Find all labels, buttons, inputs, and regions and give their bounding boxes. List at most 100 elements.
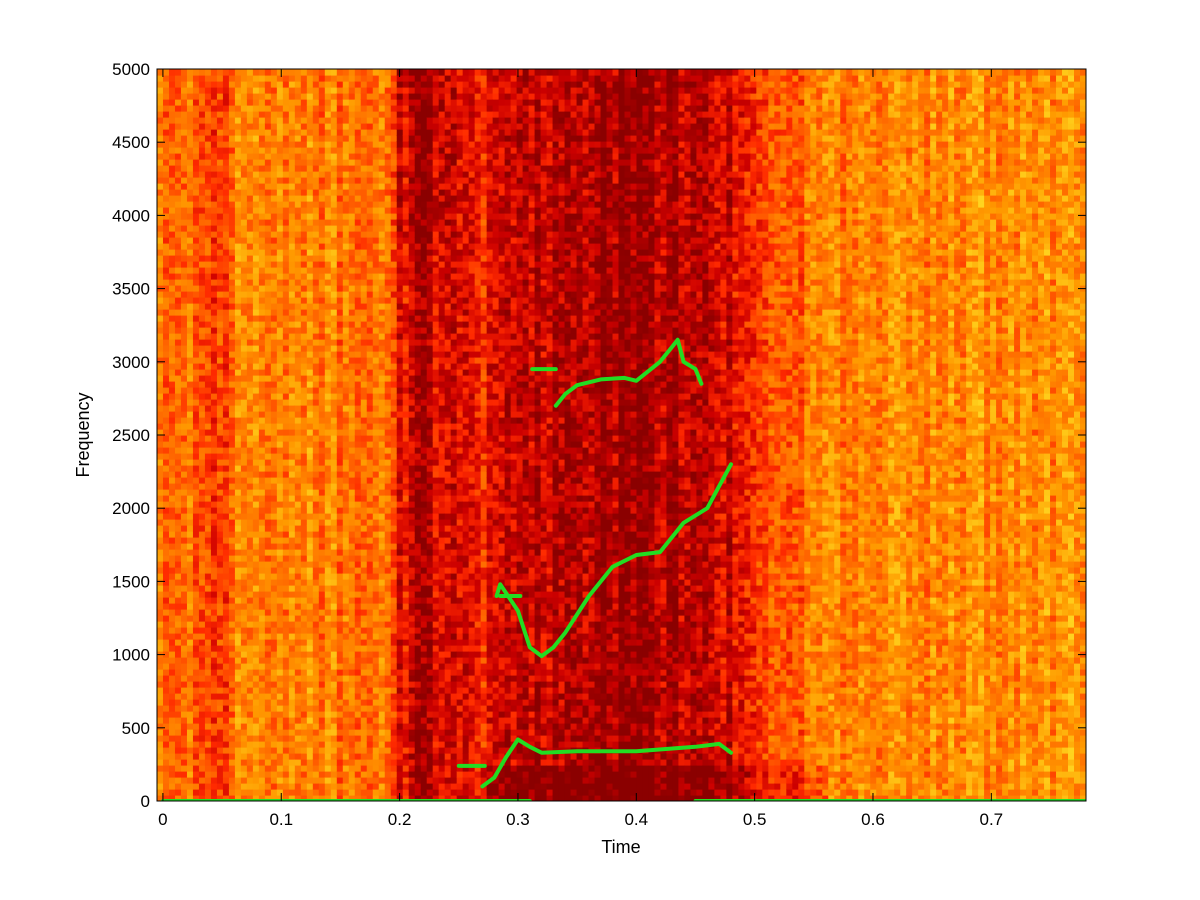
heatmap-cell [205,243,212,250]
heatmap-cell [259,129,266,136]
heatmap-cell [241,225,248,232]
heatmap-cell [157,339,164,346]
heatmap-cell [241,681,248,688]
heatmap-cell [235,417,242,424]
heatmap-cell [313,681,320,688]
heatmap-cell [313,189,320,196]
heatmap-cell [355,501,362,508]
heatmap-cell [319,741,326,748]
heatmap-cell [193,201,200,208]
heatmap-cell [175,135,182,142]
heatmap-cell [259,519,266,526]
heatmap-cell [343,207,350,214]
heatmap-cell [379,243,386,250]
heatmap-cell [169,747,176,754]
heatmap-cell [247,759,254,766]
heatmap-cell [199,507,206,514]
heatmap-cell [325,591,332,598]
heatmap-cell [301,627,308,634]
heatmap-cell [343,513,350,520]
heatmap-cell [199,213,206,220]
heatmap-cell [157,159,164,166]
heatmap-cell [199,429,206,436]
heatmap-cell [355,621,362,628]
heatmap-cell [331,189,338,196]
heatmap-cell [157,705,164,712]
heatmap-cell [343,627,350,634]
heatmap-cell [211,537,218,544]
heatmap-cell [205,297,212,304]
heatmap-cell [163,777,170,784]
heatmap-cell [157,111,164,118]
heatmap-cell [379,441,386,448]
heatmap-cell [355,369,362,376]
heatmap-cell [391,543,398,550]
heatmap-cell [223,357,230,364]
heatmap-cell [205,369,212,376]
heatmap-cell [289,297,296,304]
heatmap-cell [235,225,242,232]
heatmap-cell [349,465,356,472]
heatmap-cell [211,639,218,646]
heatmap-cell [259,243,266,250]
heatmap-cell [307,537,314,544]
heatmap-cell [361,243,368,250]
heatmap-cell [343,423,350,430]
heatmap-cell [361,153,368,160]
heatmap-cell [349,351,356,358]
heatmap-cell [247,615,254,622]
heatmap-cell [343,663,350,670]
heatmap-cell [259,567,266,574]
heatmap-cell [241,759,248,766]
heatmap-cell [277,759,284,766]
heatmap-cell [319,729,326,736]
heatmap-cell [223,783,230,790]
heatmap-cell [235,75,242,82]
heatmap-cell [253,147,260,154]
heatmap-cell [175,747,182,754]
heatmap-cell [307,555,314,562]
heatmap-cell [283,429,290,436]
heatmap-cell [247,279,254,286]
heatmap-cell [211,75,218,82]
heatmap-cell [253,693,260,700]
heatmap-cell [187,105,194,112]
heatmap-cell [307,279,314,286]
heatmap-cell [241,609,248,616]
heatmap-cell [295,633,302,640]
heatmap-cell [349,489,356,496]
heatmap-cell [199,501,206,508]
heatmap-cell [211,405,218,412]
heatmap-cell [355,81,362,88]
heatmap-cell [235,501,242,508]
heatmap-cell [343,651,350,658]
heatmap-cell [253,405,260,412]
heatmap-cell [343,717,350,724]
heatmap-cell [169,609,176,616]
heatmap-cell [379,507,386,514]
heatmap-cell [205,189,212,196]
heatmap-cell [235,69,242,76]
heatmap-cell [325,351,332,358]
heatmap-cell [175,261,182,268]
heatmap-cell [361,303,368,310]
heatmap-cell [229,423,236,430]
heatmap-cell [337,435,344,442]
heatmap-cell [181,555,188,562]
heatmap-cell [295,237,302,244]
heatmap-cell [325,555,332,562]
heatmap-cell [271,651,278,658]
heatmap-cell [295,699,302,706]
heatmap-cell [319,297,326,304]
heatmap-cell [301,369,308,376]
heatmap-cell [277,615,284,622]
heatmap-cell [181,315,188,322]
heatmap-cell [235,651,242,658]
heatmap-cell [175,159,182,166]
heatmap-cell [307,741,314,748]
heatmap-cell [343,465,350,472]
heatmap-cell [355,273,362,280]
heatmap-cell [247,135,254,142]
heatmap-cell [379,315,386,322]
heatmap-cell [187,213,194,220]
